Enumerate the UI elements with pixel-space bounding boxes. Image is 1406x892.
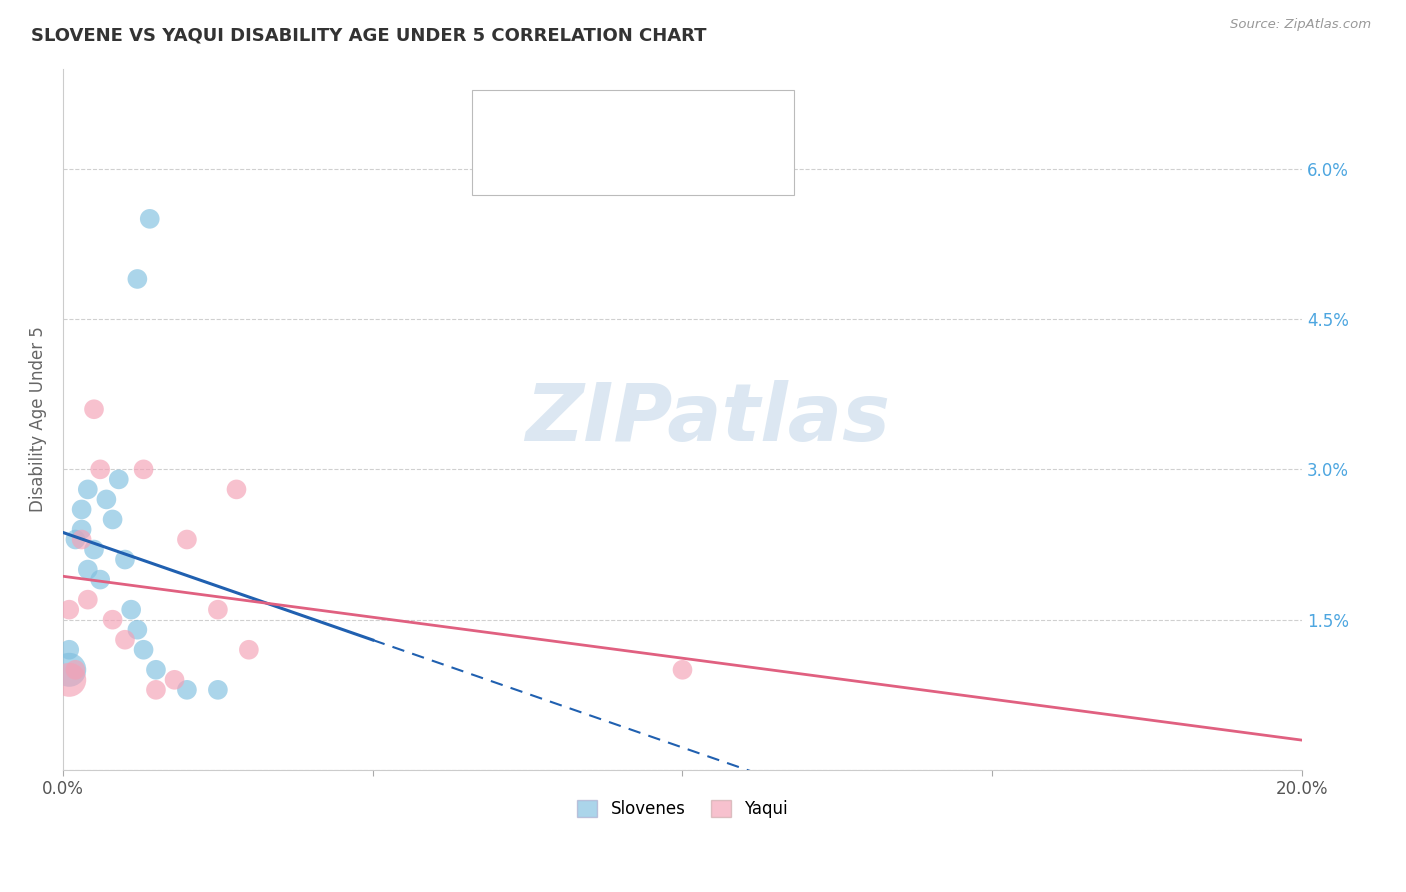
Point	[65, 663, 87, 677]
Point	[107, 472, 129, 486]
Point	[139, 211, 162, 226]
Point	[207, 682, 229, 697]
Text: Source: ZipAtlas.com: Source: ZipAtlas.com	[1230, 18, 1371, 31]
Y-axis label: Disability Age Under 5: Disability Age Under 5	[30, 326, 46, 512]
Point	[145, 663, 167, 677]
Point	[76, 592, 98, 607]
Point	[101, 512, 124, 526]
Point	[76, 563, 98, 577]
Point	[58, 673, 80, 687]
Point	[89, 462, 111, 476]
Point	[70, 502, 93, 516]
Point	[65, 533, 87, 547]
Point	[127, 623, 149, 637]
Point	[132, 642, 155, 657]
Point	[89, 573, 111, 587]
Point	[120, 602, 142, 616]
Point	[114, 632, 136, 647]
Point	[76, 483, 98, 497]
Point	[96, 492, 118, 507]
Point	[83, 402, 105, 417]
Point	[163, 673, 186, 687]
Point	[127, 272, 149, 286]
Point	[176, 682, 198, 697]
Text: ZIPatlas: ZIPatlas	[524, 380, 890, 458]
Point	[58, 642, 80, 657]
Point	[132, 462, 155, 476]
Point	[671, 663, 693, 677]
Point	[58, 602, 80, 616]
Point	[58, 663, 80, 677]
Point	[225, 483, 247, 497]
Text: SLOVENE VS YAQUI DISABILITY AGE UNDER 5 CORRELATION CHART: SLOVENE VS YAQUI DISABILITY AGE UNDER 5 …	[31, 27, 706, 45]
Point	[176, 533, 198, 547]
Point	[114, 552, 136, 566]
Point	[145, 682, 167, 697]
Point	[101, 613, 124, 627]
Legend: Slovenes, Yaqui: Slovenes, Yaqui	[571, 793, 794, 825]
Point	[207, 602, 229, 616]
Point	[70, 523, 93, 537]
Point	[83, 542, 105, 557]
Point	[238, 642, 260, 657]
Point	[70, 533, 93, 547]
